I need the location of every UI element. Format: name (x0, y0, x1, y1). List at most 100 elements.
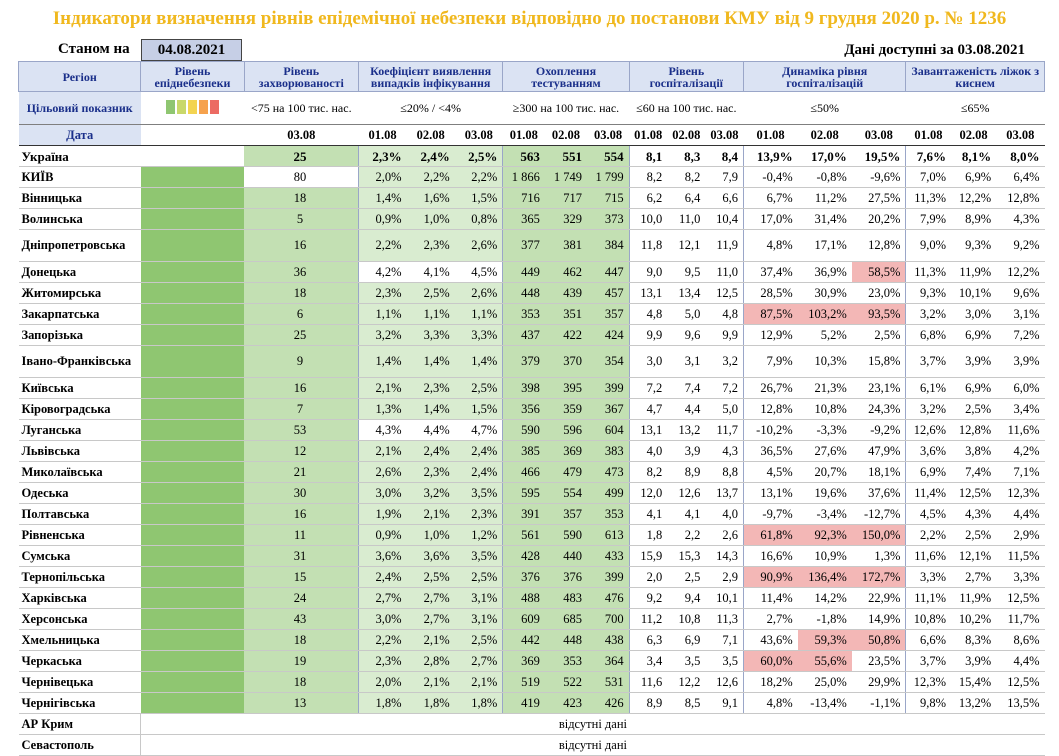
oxygen-beds-value: 15,4% (951, 671, 997, 693)
table-row: Севастополь відсутні дані (18, 734, 1045, 756)
positivity-value: 3,0% (357, 608, 407, 630)
hosp-dynamics-value: -9,2% (851, 419, 906, 441)
table-row: Херсонська 43 3,0% 2,7% 3,1% 609 685 700 11,2 10,… (18, 608, 1045, 630)
positivity-value: 2,1% (406, 629, 455, 651)
oxygen-beds-value: 6,1% (905, 377, 952, 399)
hosp-dynamics-value: 61,8% (742, 524, 798, 546)
testing-value: 700 (587, 608, 630, 630)
hospitalization-value: 2,2 (667, 524, 706, 546)
testing-value: 398 (502, 377, 545, 399)
oxygen-beds-value: 4,3% (996, 208, 1045, 230)
level-swatch (198, 99, 208, 114)
oxygen-beds-value: 7,4% (951, 461, 997, 483)
testing-value: 448 (544, 629, 588, 651)
positivity-value: 1,1% (357, 303, 407, 325)
data-available-label: Дані доступні за 03.08.2021 (844, 42, 1025, 58)
testing-value: 364 (587, 650, 630, 672)
table-row: Волинська 5 0,9% 1,0% 0,8% 365 329 373 10,0 11,0 1… (18, 208, 1045, 230)
date-level (140, 124, 245, 146)
region-name: Луганська (18, 419, 141, 441)
positivity-value: 4,7% (454, 419, 503, 441)
hospitalization-value: 3,4 (628, 650, 668, 672)
hospitalization-value: 6,3 (628, 629, 668, 651)
no-data-cell: відсутні дані (140, 713, 1045, 735)
oxygen-beds-value: 2,5% (951, 524, 997, 546)
testing-value: 554 (544, 482, 588, 504)
hosp-dynamics-value: 28,5% (742, 282, 798, 304)
testing-value: 596 (544, 419, 588, 441)
oxygen-beds-value: 13,5% (996, 692, 1045, 714)
as-of-date: 04.08.2021 (141, 39, 242, 61)
date-col: 03.08 (851, 124, 906, 146)
hospitalization-value: 9,9 (628, 324, 668, 346)
testing-value: 715 (587, 187, 630, 209)
date-col: 01.08 (743, 124, 798, 146)
hosp-dynamics-value: 11,2% (797, 187, 852, 209)
hosp-dynamics-value: 17,0% (797, 145, 852, 167)
table-row: Житомирська 18 2,3% 2,5% 2,6% 448 439 457 13,1 13… (18, 282, 1045, 304)
positivity-value: 4,2% (357, 261, 407, 283)
table-row: Харківська 24 2,7% 2,7% 3,1% 488 483 476 9,2 9,4 1… (18, 587, 1045, 609)
region-name: Тернопільська (18, 566, 141, 588)
table-body: Україна 25 2,3% 2,4% 2,5% 563 551 554 8,1 8,3 8,4 1… (18, 145, 1045, 756)
table-row: АР Крим відсутні дані (18, 713, 1045, 735)
testing-value: 354 (587, 345, 630, 378)
oxygen-beds-value: 7,2% (996, 324, 1045, 346)
date-col: 01.08 (905, 124, 952, 146)
positivity-value: 1,9% (357, 503, 407, 525)
hospitalization-value: 3,9 (667, 440, 706, 462)
positivity-value: 3,2% (357, 324, 407, 346)
oxygen-beds-value: 11,6% (905, 545, 952, 567)
level-cell (140, 629, 245, 651)
hospitalization-value: 9,9 (705, 324, 744, 346)
region-name: Севастополь (18, 734, 141, 756)
hospitalization-value: 10,4 (705, 208, 744, 230)
hosp-dynamics-value: -9,7% (742, 503, 798, 525)
hospitalization-value: 12,1 (667, 229, 706, 262)
date-col: 02.08 (951, 124, 997, 146)
oxygen-beds-value: 4,4% (996, 503, 1045, 525)
table-row: Полтавська 16 1,9% 2,1% 2,3% 391 357 353 4,1 4,1 4… (18, 503, 1045, 525)
testing-value: 519 (502, 671, 545, 693)
positivity-value: 2,4% (357, 566, 407, 588)
header-incidence: Рівень захворюваності (243, 61, 359, 92)
incidence-value: 6 (244, 303, 359, 325)
hospitalization-value: 14,3 (705, 545, 744, 567)
positivity-value: 2,3% (357, 282, 407, 304)
positivity-value: 2,1% (406, 671, 455, 693)
testing-value: 604 (587, 419, 630, 441)
oxygen-beds-value: 4,3% (951, 503, 997, 525)
hospitalization-value: 3,5 (705, 650, 744, 672)
incidence-value: 25 (244, 145, 359, 167)
date-col: 03.08 (996, 124, 1045, 146)
testing-value: 356 (502, 398, 545, 420)
hospitalization-value: 10,1 (705, 587, 744, 609)
hosp-dynamics-value: -1,8% (797, 608, 852, 630)
date-col: 02.08 (406, 124, 455, 146)
hospitalization-value: 4,8 (628, 303, 668, 325)
testing-value: 685 (544, 608, 588, 630)
testing-value: 399 (587, 566, 630, 588)
level-cell (140, 166, 245, 188)
hosp-dynamics-value: 23,0% (851, 282, 906, 304)
header-oxygen-beds: Завантаженість ліжок з киснем (905, 61, 1045, 92)
oxygen-beds-value: 7,1% (996, 461, 1045, 483)
hosp-dynamics-value: 2,7% (742, 608, 798, 630)
hosp-dynamics-value: 14,9% (851, 608, 906, 630)
table-row: Тернопільська 15 2,4% 2,5% 2,5% 376 376 399 2,0 2… (18, 566, 1045, 588)
testing-value: 384 (587, 229, 630, 262)
testing-value: 423 (544, 692, 588, 714)
positivity-value: 2,5% (454, 377, 503, 399)
testing-value: 531 (587, 671, 630, 693)
testing-value: 437 (502, 324, 545, 346)
oxygen-beds-value: 9,8% (905, 692, 952, 714)
oxygen-beds-value: 11,3% (905, 261, 952, 283)
oxygen-beds-value: 8,6% (996, 629, 1045, 651)
oxygen-beds-value: 3,9% (951, 345, 997, 378)
oxygen-beds-value: 3,2% (905, 303, 952, 325)
hospitalization-value: 7,2 (628, 377, 668, 399)
level-cell (140, 440, 245, 462)
level-cell (140, 377, 245, 399)
oxygen-beds-value: 8,9% (951, 208, 997, 230)
hosp-dynamics-value: 12,8% (851, 229, 906, 262)
